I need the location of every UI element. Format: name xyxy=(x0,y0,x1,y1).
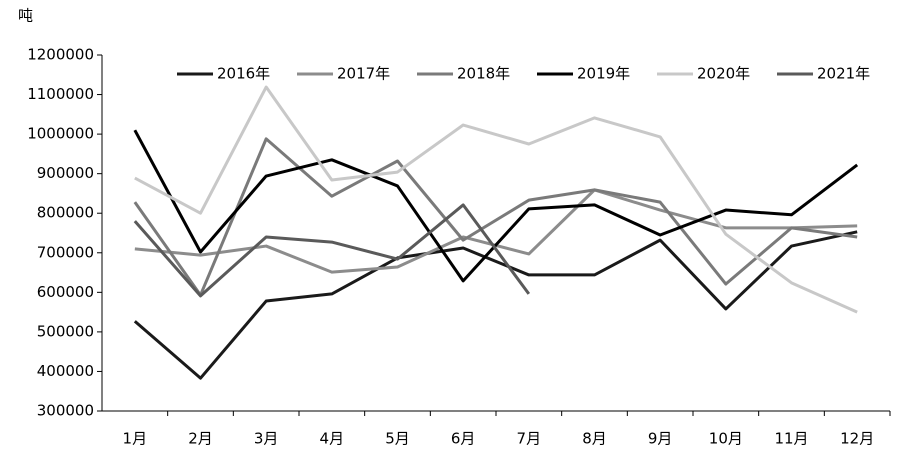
series-line xyxy=(133,230,858,380)
x-tick-label: 1月 xyxy=(123,430,148,448)
y-tick-label: 600000 xyxy=(37,283,94,301)
legend-label: 2019年 xyxy=(577,65,630,83)
x-tick-label: 6月 xyxy=(451,430,476,448)
y-tick-label: 400000 xyxy=(37,362,94,380)
y-tick-label: 1000000 xyxy=(27,125,94,143)
x-tick-label: 11月 xyxy=(774,430,808,448)
y-tick-label: 500000 xyxy=(37,322,94,340)
series-line xyxy=(133,203,531,298)
x-tick-label: 2月 xyxy=(188,430,213,448)
series-line xyxy=(134,85,858,314)
y-tick-label: 1200000 xyxy=(27,46,94,64)
legend-label: 2017年 xyxy=(337,65,390,83)
legend-label: 2018年 xyxy=(457,65,510,83)
y-tick-label: 900000 xyxy=(37,164,94,182)
unit-label: 吨 xyxy=(18,7,33,25)
legend-label: 2021年 xyxy=(817,65,870,83)
x-tick-label: 8月 xyxy=(582,430,607,448)
legend-label: 2020年 xyxy=(697,65,750,83)
legend-label: 2016年 xyxy=(217,65,270,83)
x-tick-label: 10月 xyxy=(709,430,743,448)
x-tick-label: 5月 xyxy=(385,430,410,448)
x-tick-label: 4月 xyxy=(320,430,345,448)
y-tick-label: 800000 xyxy=(37,204,94,222)
series-line xyxy=(133,129,859,283)
x-tick-label: 7月 xyxy=(517,430,542,448)
y-tick-label: 1100000 xyxy=(27,85,94,103)
x-tick-label: 9月 xyxy=(648,430,673,448)
y-tick-label: 700000 xyxy=(37,243,94,261)
series-line xyxy=(133,137,858,297)
x-tick-label: 12月 xyxy=(840,430,874,448)
x-tick-label: 3月 xyxy=(254,430,279,448)
y-tick-label: 300000 xyxy=(37,402,94,420)
